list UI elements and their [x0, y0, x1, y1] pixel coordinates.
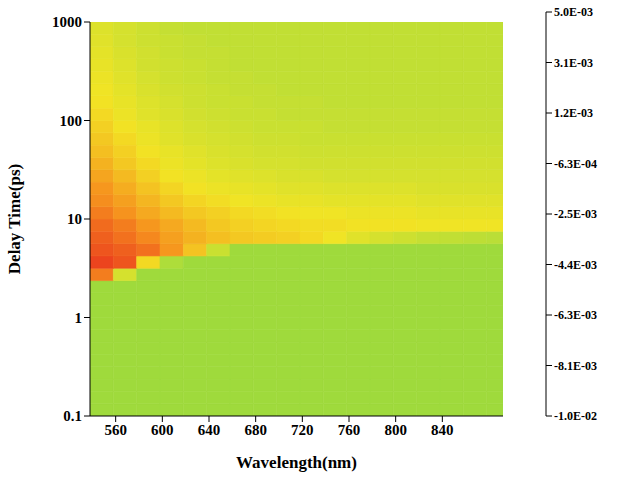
- svg-text:640: 640: [198, 422, 221, 438]
- svg-text:760: 760: [338, 422, 361, 438]
- svg-text:680: 680: [244, 422, 267, 438]
- svg-text:3.1E-03: 3.1E-03: [554, 56, 593, 70]
- svg-text:1000: 1000: [52, 14, 82, 30]
- svg-text:100: 100: [60, 113, 83, 129]
- svg-text:800: 800: [384, 422, 407, 438]
- svg-text:1.2E-03: 1.2E-03: [554, 106, 593, 120]
- svg-text:1: 1: [75, 310, 83, 326]
- svg-text:720: 720: [291, 422, 314, 438]
- svg-text:5.0E-03: 5.0E-03: [554, 5, 593, 19]
- svg-text:-1.0E-02: -1.0E-02: [554, 409, 597, 423]
- svg-text:10: 10: [67, 211, 82, 227]
- svg-text:560: 560: [104, 422, 127, 438]
- svg-text:Delay Time(ps): Delay Time(ps): [5, 164, 24, 274]
- svg-text:-4.4E-03: -4.4E-03: [554, 258, 597, 272]
- svg-text:-6.3E-04: -6.3E-04: [554, 157, 597, 171]
- svg-text:0.1: 0.1: [63, 408, 82, 424]
- svg-text:Wavelength(nm): Wavelength(nm): [236, 453, 357, 472]
- svg-text:-2.5E-03: -2.5E-03: [554, 207, 597, 221]
- svg-text:-8.1E-03: -8.1E-03: [554, 359, 597, 373]
- svg-text:600: 600: [151, 422, 174, 438]
- svg-text:-6.3E-03: -6.3E-03: [554, 308, 597, 322]
- svg-text:840: 840: [431, 422, 454, 438]
